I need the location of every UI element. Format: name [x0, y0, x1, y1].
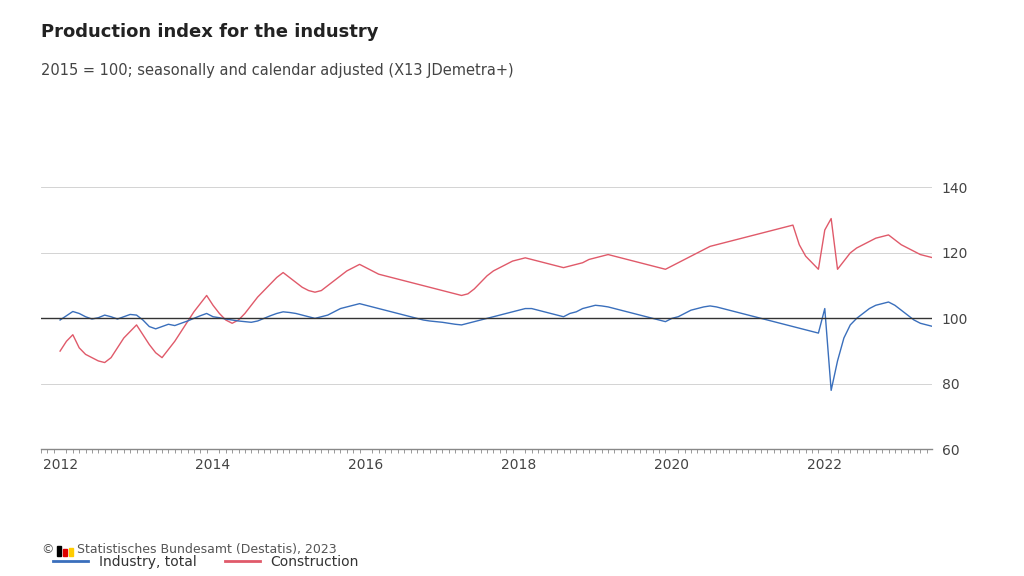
- Text: ©: ©: [41, 543, 53, 556]
- Legend: Industry, total, Construction: Industry, total, Construction: [48, 550, 365, 575]
- Text: Production index for the industry: Production index for the industry: [41, 23, 379, 41]
- Text: Statistisches Bundesamt (Destatis), 2023: Statistisches Bundesamt (Destatis), 2023: [77, 543, 337, 556]
- Text: 2015 = 100; seasonally and calendar adjusted (X13 JDemetra+): 2015 = 100; seasonally and calendar adju…: [41, 63, 514, 78]
